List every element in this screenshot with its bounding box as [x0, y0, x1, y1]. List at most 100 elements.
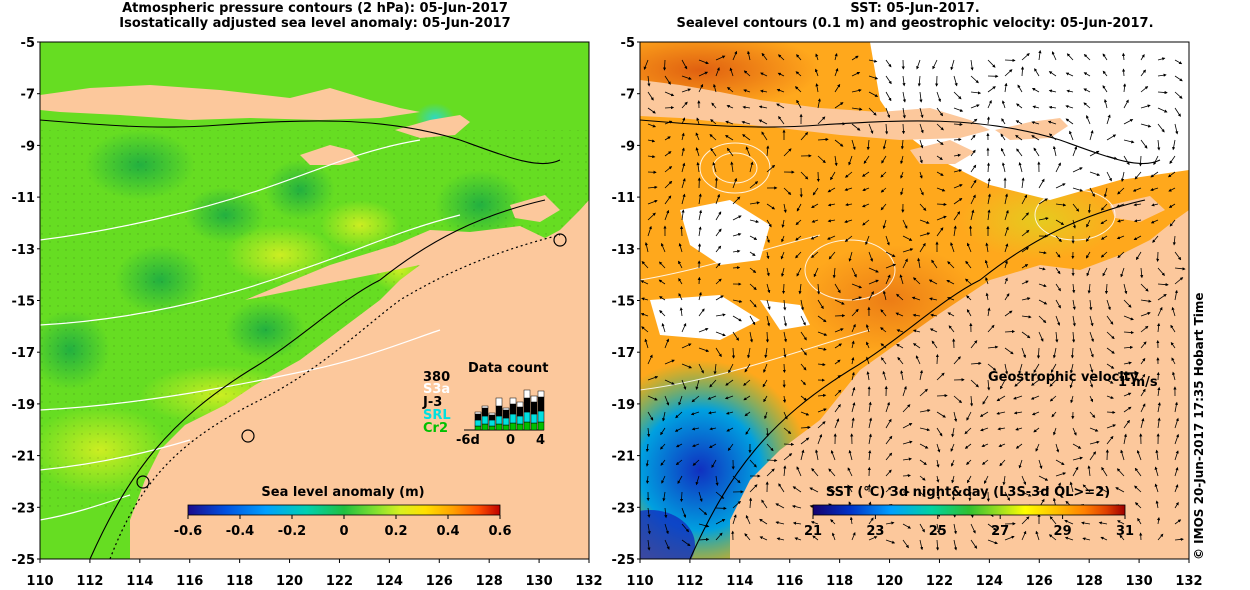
- velocity-arrow: [817, 155, 826, 164]
- velocity-arrow: [647, 427, 651, 438]
- velocity-arrow: [885, 435, 893, 445]
- velocity-arrow: [970, 395, 974, 407]
- data-count-bar: [530, 395, 538, 403]
- velocity-arrow: [834, 155, 838, 167]
- data-count-bar: [530, 422, 538, 431]
- velocity-arrow: [851, 323, 856, 333]
- velocity-arrow: [1004, 347, 1014, 355]
- velocity-arrow: [919, 443, 929, 449]
- velocity-arrow: [641, 297, 649, 301]
- velocity-arrow: [1140, 123, 1152, 128]
- velocity-arrow: [1055, 315, 1061, 326]
- velocity-arrow: [848, 155, 853, 166]
- velocity-arrow: [953, 356, 961, 365]
- velocity-arrow: [1018, 459, 1023, 469]
- velocity-arrow: [834, 67, 839, 77]
- left-x-tick: 112: [76, 574, 103, 589]
- velocity-arrow: [698, 209, 703, 221]
- velocity-arrow: [781, 235, 785, 243]
- velocity-arrow: [647, 91, 654, 101]
- velocity-arrow: [664, 180, 673, 189]
- velocity-arrow: [1018, 162, 1023, 173]
- velocity-arrow: [711, 102, 717, 109]
- velocity-arrow: [1034, 68, 1040, 77]
- velocity-arrow: [1038, 299, 1048, 305]
- velocity-arrow: [1157, 293, 1167, 301]
- velocity-arrow: [1036, 347, 1041, 359]
- velocity-arrow: [881, 155, 887, 164]
- velocity-arrow: [880, 187, 887, 193]
- velocity-arrow: [1140, 341, 1147, 349]
- velocity-arrow: [1123, 377, 1131, 381]
- velocity-arrow: [1102, 70, 1108, 77]
- velocity-arrow: [953, 169, 963, 173]
- velocity-arrow: [844, 187, 853, 191]
- velocity-arrow: [1172, 371, 1176, 381]
- velocity-arrow: [1021, 315, 1032, 319]
- velocity-arrow: [964, 427, 972, 435]
- velocity-arrow: [1157, 417, 1161, 429]
- velocity-arrow: [1014, 379, 1023, 387]
- velocity-arrow: [851, 308, 859, 317]
- velocity-arrow: [1123, 99, 1129, 109]
- velocity-arrow: [882, 219, 887, 229]
- velocity-arrow: [1157, 73, 1167, 77]
- velocity-arrow: [1038, 217, 1049, 221]
- left-y-tick: -19: [12, 398, 36, 413]
- right-colorbar-tick: 29: [1054, 524, 1072, 539]
- velocity-arrow: [742, 105, 751, 109]
- data-count-bar: [481, 423, 489, 431]
- velocity-arrow: [1048, 133, 1057, 141]
- velocity-arrow: [749, 484, 758, 493]
- velocity-arrow: [868, 279, 879, 285]
- velocity-arrow: [783, 299, 787, 311]
- velocity-arrow: [830, 519, 836, 525]
- velocity-arrow: [1123, 433, 1127, 445]
- velocity-arrow: [987, 99, 992, 109]
- velocity-arrow: [911, 296, 921, 301]
- velocity-arrow: [931, 340, 938, 349]
- velocity-arrow: [1055, 235, 1062, 243]
- velocity-arrow: [953, 395, 963, 404]
- left-title-line1: Atmospheric pressure contours (2 hPa): 0…: [122, 1, 508, 16]
- velocity-arrow: [1122, 68, 1126, 77]
- velocity-arrow: [916, 59, 921, 70]
- velocity-arrow: [675, 411, 683, 419]
- velocity-arrow: [913, 277, 921, 285]
- velocity-arrow: [817, 433, 823, 445]
- velocity-arrow: [732, 196, 741, 205]
- velocity-arrow: [880, 203, 887, 211]
- velocity-arrow: [1155, 500, 1159, 509]
- velocity-arrow: [708, 411, 717, 415]
- velocity-arrow: [1116, 235, 1125, 240]
- velocity-arrow: [1065, 118, 1074, 125]
- velocity-arrow: [865, 324, 870, 333]
- velocity-arrow: [900, 187, 904, 196]
- velocity-arrow: [794, 537, 802, 541]
- velocity-arrow: [810, 235, 819, 240]
- velocity-arrow: [1140, 54, 1145, 61]
- velocity-arrow: [912, 343, 921, 349]
- velocity-arrow: [780, 251, 785, 260]
- velocity-arrow: [1106, 114, 1111, 125]
- left-colorbar-tick: 0.4: [436, 524, 459, 539]
- velocity-arrow: [812, 187, 819, 196]
- right-y-tick: -13: [612, 243, 636, 258]
- velocity-arrow: [1121, 171, 1125, 183]
- right-y-tick: -7: [621, 88, 635, 103]
- velocity-arrow: [919, 409, 931, 413]
- right-map-title: SST: 05-Jun-2017. Sealevel contours (0.1…: [640, 1, 1190, 31]
- right-y-tick: -25: [612, 553, 636, 568]
- velocity-arrow: [711, 459, 717, 469]
- velocity-legend: Geostrophic velocity 1 m/s: [988, 370, 1158, 390]
- velocity-arrow: [681, 132, 685, 141]
- velocity-arrow: [744, 363, 751, 373]
- velocity-arrow: [917, 257, 921, 269]
- velocity-arrow: [885, 521, 895, 525]
- velocity-arrow: [800, 395, 808, 401]
- left-y-tick: -15: [12, 295, 36, 310]
- data-count-bar: [488, 414, 496, 421]
- velocity-arrow: [715, 67, 720, 77]
- velocity-arrow: [1174, 91, 1183, 99]
